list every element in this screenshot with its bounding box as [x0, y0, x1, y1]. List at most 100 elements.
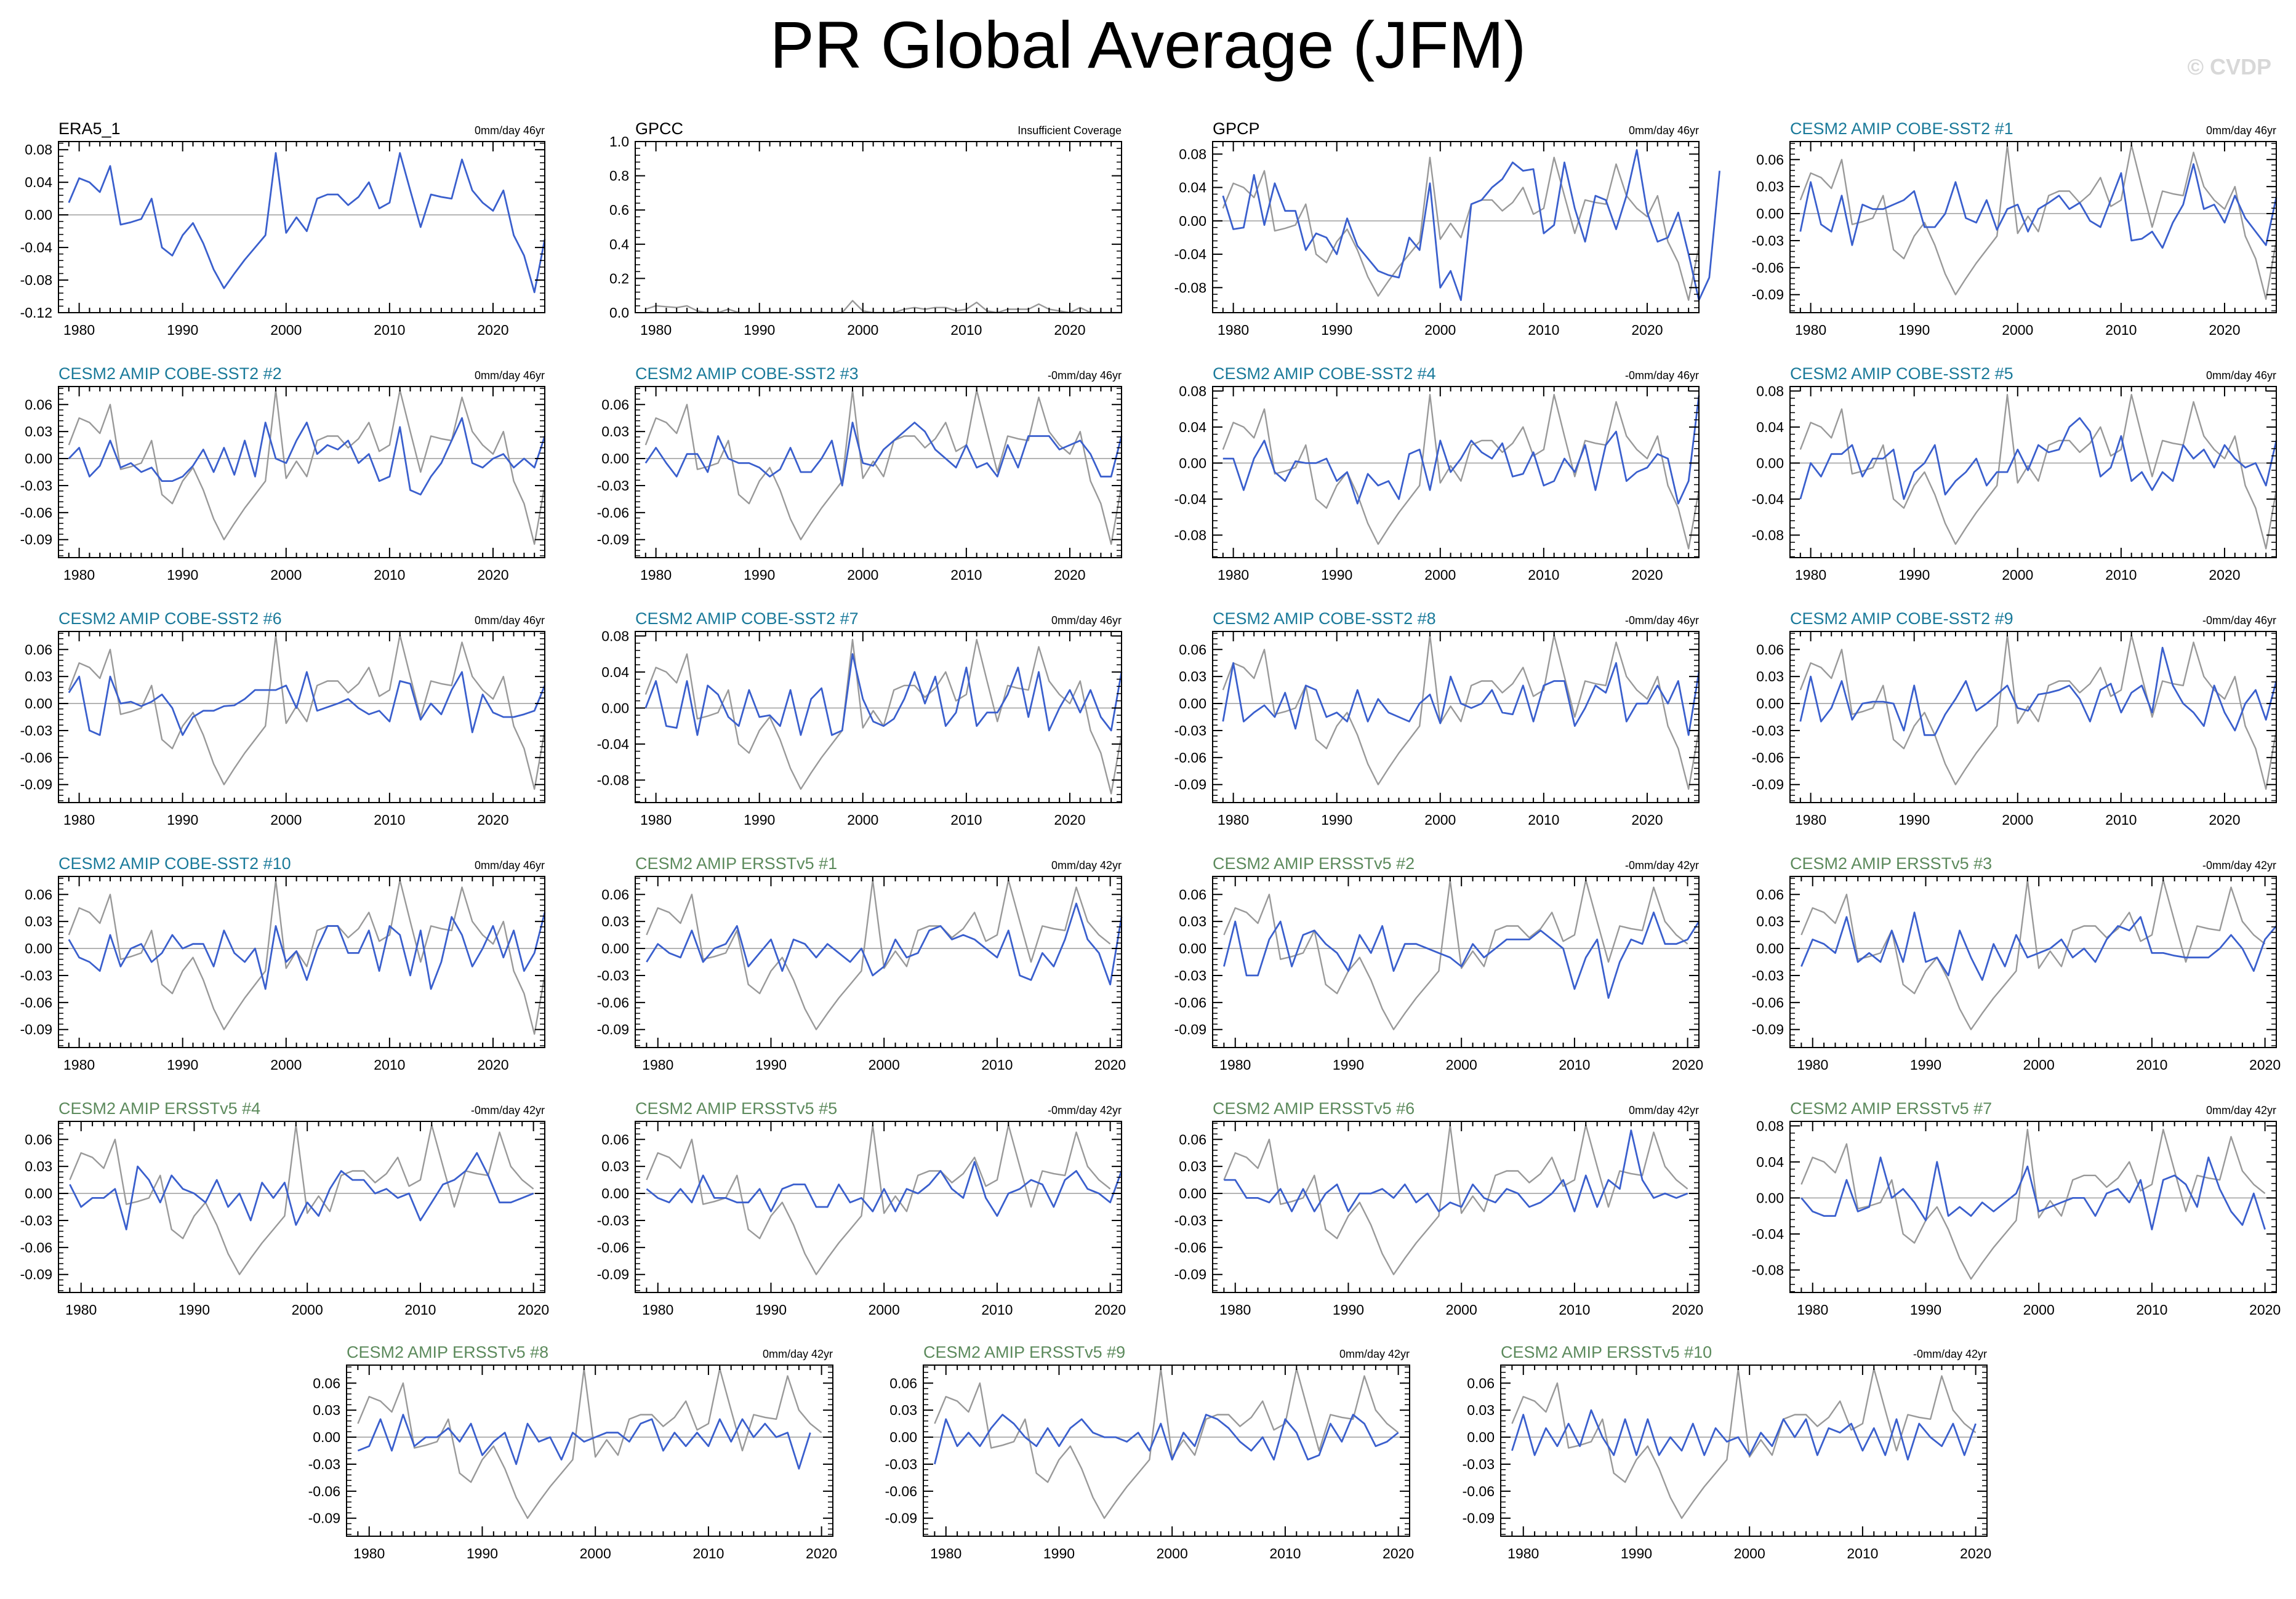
y-tick-label: -0.09 — [885, 1510, 917, 1526]
y-tick-label: 0.00 — [25, 451, 52, 467]
x-tick-label: 1990 — [1621, 1545, 1652, 1561]
panel-trend-label: -0mm/day 46yr — [1625, 369, 1699, 382]
x-tick-label: 2000 — [270, 1057, 302, 1073]
x-tick-label: 2000 — [869, 1302, 900, 1318]
x-tick-label: 2010 — [2136, 1057, 2167, 1073]
figure-title: PR Global Average (JFM) — [769, 7, 1527, 82]
y-tick-label: 0.06 — [1179, 1131, 1206, 1147]
y-tick-label: 0.00 — [25, 1185, 52, 1201]
x-tick-label: 1980 — [63, 1057, 95, 1073]
obs-series-line — [357, 1368, 822, 1519]
plot-frame — [58, 631, 545, 803]
panel-title: GPCP — [1213, 119, 1260, 138]
obs-series-line — [1800, 879, 2266, 1030]
y-tick-label: 0.03 — [25, 668, 52, 684]
y-tick-label: -0.06 — [597, 1240, 629, 1256]
panel-title: CESM2 AMIP ERSSTv5 #8 — [347, 1343, 548, 1361]
panel-trend-label: -0mm/day 46yr — [1625, 614, 1699, 627]
x-tick-label: 1990 — [1321, 322, 1352, 338]
y-tick-label: 0.03 — [1756, 178, 1784, 194]
x-tick-label: 2020 — [1631, 567, 1663, 583]
y-tick-label: 0.08 — [601, 628, 629, 644]
panel-title: ERA5_1 — [58, 119, 121, 138]
x-tick-label: 2020 — [2209, 322, 2240, 338]
panel-trend-label: 0mm/day 42yr — [763, 1348, 833, 1360]
model-series-line — [357, 1414, 811, 1470]
x-tick-label: 2020 — [477, 1057, 508, 1073]
panel-4: CESM2 AMIP COBE-SST2 #1 0mm/day 46yr 1980 1… — [1752, 119, 2278, 338]
panel-21: CESM2 AMIP ERSSTv5 #8 0mm/day 42yr 1980 199… — [308, 1343, 838, 1561]
y-tick-label: 0.00 — [601, 700, 629, 716]
y-tick-label: 0.03 — [889, 1402, 917, 1418]
x-tick-label: 2020 — [1094, 1057, 1126, 1073]
obs-series-line — [1799, 394, 2278, 550]
x-tick-label: 1980 — [640, 322, 672, 338]
x-tick-label: 1990 — [755, 1302, 787, 1318]
y-tick-label: 0.03 — [313, 1402, 340, 1418]
x-tick-label: 1980 — [1795, 567, 1826, 583]
x-tick-label: 1990 — [744, 322, 775, 338]
y-tick-label: -0.09 — [20, 532, 52, 548]
x-tick-label: 1980 — [63, 567, 95, 583]
panel-2: GPCC Insufficient Coverage 1980 1990 2000 201… — [609, 119, 1122, 338]
y-tick-label: 0.03 — [1756, 913, 1784, 929]
x-tick-label: 2000 — [2002, 567, 2033, 583]
y-tick-label: 0.00 — [1179, 940, 1206, 956]
y-tick-label: 0.04 — [1756, 1154, 1784, 1170]
y-tick-label: 0.2 — [609, 270, 629, 286]
panel-19: CESM2 AMIP ERSSTv5 #6 0mm/day 42yr 1980 199… — [1174, 1099, 1704, 1318]
y-tick-label: -0.06 — [1174, 1240, 1206, 1256]
x-tick-label: 1980 — [1507, 1545, 1539, 1561]
x-tick-label: 1980 — [1219, 1057, 1251, 1073]
panel-title: CESM2 AMIP ERSSTv5 #1 — [635, 854, 837, 873]
x-tick-label: 1980 — [640, 567, 672, 583]
x-tick-label: 1980 — [1797, 1302, 1828, 1318]
x-tick-label: 2000 — [270, 322, 302, 338]
y-tick-label: -0.04 — [1174, 246, 1207, 262]
x-tick-label: 2000 — [1446, 1057, 1477, 1073]
panel-14: CESM2 AMIP ERSSTv5 #1 0mm/day 42yr 1980 199… — [597, 854, 1126, 1073]
x-tick-label: 2020 — [1054, 322, 1085, 338]
y-tick-label: -0.09 — [1174, 777, 1206, 793]
panel-title: GPCC — [635, 119, 683, 138]
obs-series-line — [1223, 879, 1688, 1030]
model-series-line — [68, 912, 546, 990]
panel-8: CESM2 AMIP COBE-SST2 #5 0mm/day 46yr 1980 1… — [1752, 364, 2278, 583]
x-tick-label: 1990 — [744, 812, 775, 828]
y-tick-label: 0.08 — [1179, 383, 1206, 399]
obs-series-line — [1800, 1128, 2266, 1280]
y-tick-label: 0.06 — [1179, 886, 1206, 902]
x-tick-label: 2010 — [2105, 322, 2137, 338]
x-tick-label: 2010 — [981, 1057, 1013, 1073]
panel-title: CESM2 AMIP ERSSTv5 #5 — [635, 1099, 837, 1118]
model-series-line — [1222, 662, 1700, 736]
y-tick-label: 0.00 — [1179, 1185, 1206, 1201]
y-tick-label: -0.09 — [597, 1267, 629, 1283]
obs-series-line — [1222, 394, 1700, 550]
y-tick-label: -0.08 — [597, 772, 629, 788]
y-tick-label: -0.03 — [1174, 723, 1206, 739]
y-tick-label: 0.00 — [1756, 1190, 1784, 1206]
x-tick-label: 2010 — [950, 322, 982, 338]
y-tick-label: -0.09 — [20, 1267, 52, 1283]
x-tick-label: 1980 — [1218, 567, 1249, 583]
y-tick-label: 0.03 — [1179, 913, 1206, 929]
y-tick-label: -0.09 — [1463, 1510, 1495, 1526]
y-tick-label: 0.00 — [1179, 213, 1206, 229]
panel-title: CESM2 AMIP COBE-SST2 #9 — [1790, 609, 2013, 628]
y-tick-label: 0.08 — [1179, 146, 1206, 162]
y-tick-label: -0.03 — [1752, 968, 1784, 984]
cvdp-watermark: © CVDP — [2187, 54, 2271, 79]
y-tick-label: -0.08 — [20, 272, 52, 288]
plot-frame — [635, 1121, 1122, 1293]
panel-10: CESM2 AMIP COBE-SST2 #7 0mm/day 46yr 1980 1… — [597, 609, 1123, 828]
x-tick-label: 2010 — [950, 567, 982, 583]
y-tick-label: -0.09 — [1174, 1022, 1206, 1038]
obs-series-line — [68, 389, 546, 545]
x-tick-label: 2010 — [2105, 567, 2137, 583]
y-tick-label: -0.04 — [1752, 1226, 1784, 1242]
obs-series-line — [646, 879, 1111, 1030]
y-tick-label: -0.09 — [1752, 777, 1784, 793]
y-tick-label: 0.00 — [1756, 940, 1784, 956]
